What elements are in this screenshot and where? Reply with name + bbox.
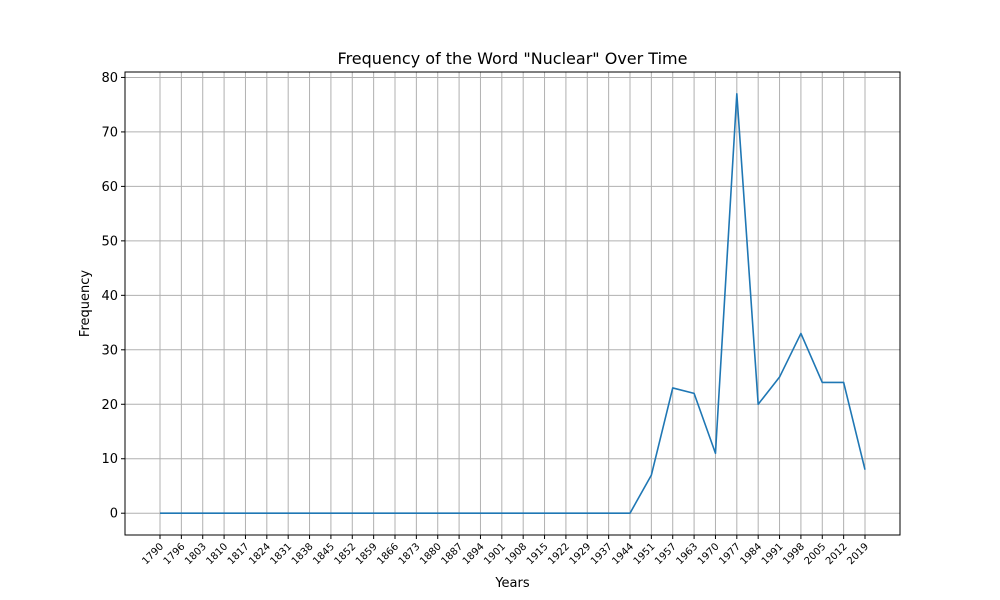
series-line	[160, 92, 866, 515]
chart-title: Frequency of the Word "Nuclear" Over Tim…	[338, 49, 688, 68]
x-tick-label: 2019	[845, 541, 871, 567]
x-tick-label: 1796	[162, 541, 188, 567]
y-tick-label: 60	[101, 180, 118, 195]
y-tick-label: 10	[101, 452, 118, 467]
x-tick-label: 2005	[803, 541, 829, 567]
x-tick-label: 1929	[568, 541, 594, 567]
x-tick-label: 1951	[632, 541, 658, 567]
x-tick-label: 1998	[781, 541, 807, 567]
x-tick-label: 1963	[674, 541, 700, 567]
x-tick-label: 1984	[739, 541, 765, 567]
x-tick-label: 1866	[375, 541, 401, 567]
x-tick-label: 1790	[140, 541, 166, 567]
x-tick-label: 1894	[461, 541, 487, 567]
x-axis-label: Years	[494, 576, 530, 591]
y-axis: 0 10 20 30 40 50 60 70 80	[101, 71, 125, 522]
y-tick-label: 30	[101, 343, 118, 358]
x-tick-label: 1991	[760, 541, 786, 567]
x-tick-label: 1873	[397, 541, 423, 567]
x-tick-label: 1810	[204, 541, 230, 567]
y-tick-label: 0	[110, 507, 118, 522]
x-tick-label: 1970	[696, 541, 722, 567]
x-tick-label: 1908	[504, 541, 530, 567]
x-tick-label: 1817	[226, 541, 252, 567]
x-tick-label: 1957	[653, 541, 679, 567]
x-tick-label: 1887	[439, 541, 465, 567]
x-tick-label: 1824	[247, 541, 273, 567]
x-tick-label: 1922	[546, 541, 572, 567]
y-tick-label: 70	[101, 125, 118, 140]
x-tick-label: 1915	[525, 541, 551, 567]
x-tick-label: 1901	[482, 541, 508, 567]
y-tick-label: 80	[101, 71, 118, 86]
plot-frame	[124, 71, 901, 536]
x-tick-label: 1831	[269, 541, 295, 567]
x-tick-label: 1838	[290, 541, 316, 567]
x-tick-label: 1880	[418, 541, 444, 567]
y-tick-label: 50	[101, 234, 118, 249]
series-layer	[160, 92, 866, 515]
x-axis: 1790179618031810181718241831183818451852…	[140, 535, 871, 567]
x-tick-label: 1803	[183, 541, 209, 567]
x-tick-label: 1845	[311, 541, 337, 567]
x-tick-label: 1977	[717, 541, 743, 567]
y-tick-label: 40	[101, 289, 118, 304]
x-tick-label: 2012	[824, 541, 850, 567]
grid	[125, 72, 900, 535]
x-tick-label: 1859	[354, 541, 380, 567]
y-tick-label: 20	[101, 398, 118, 413]
x-tick-label: 1852	[333, 541, 359, 567]
x-tick-label: 1937	[589, 541, 615, 567]
y-axis-label: Frequency	[78, 270, 93, 337]
x-tick-label: 1944	[610, 541, 636, 567]
